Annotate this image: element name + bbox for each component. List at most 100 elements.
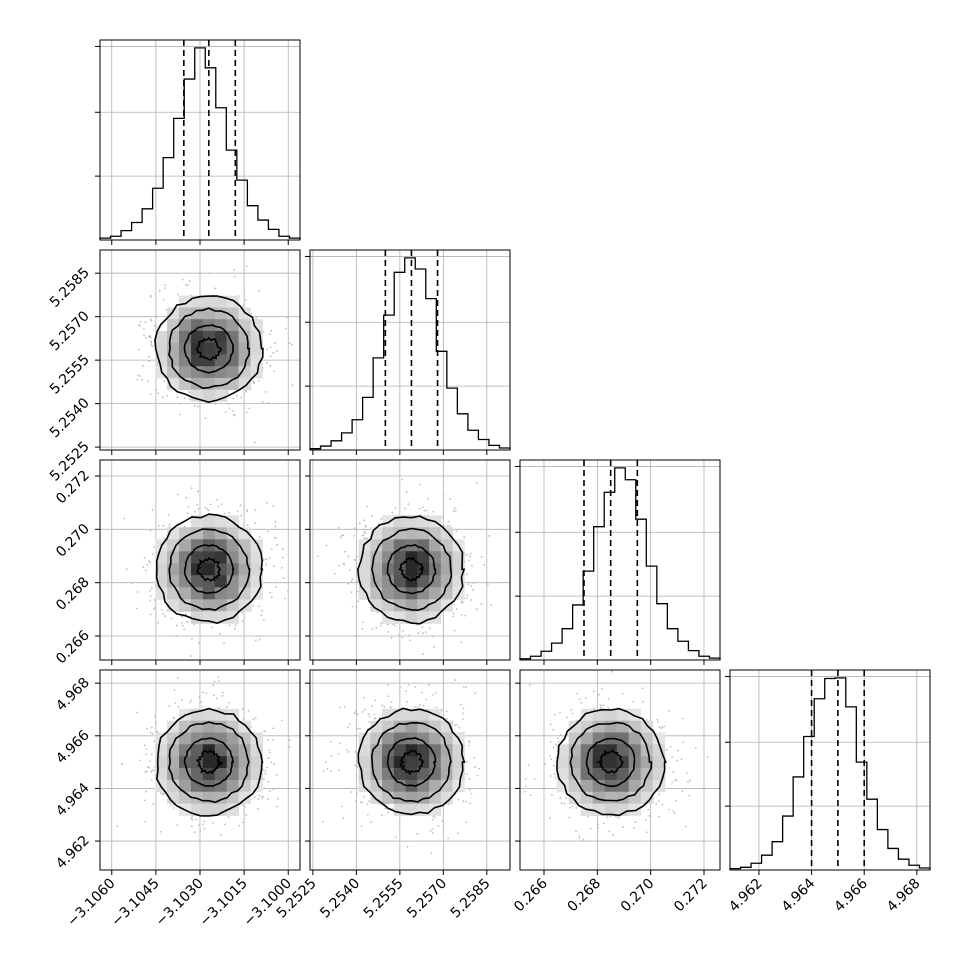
sample-point [406,700,408,703]
sample-point [243,303,246,306]
sample-point [408,634,410,637]
density-cell [370,599,383,612]
sample-point [245,814,248,816]
sample-point [183,525,186,528]
sample-point [211,626,213,629]
sample-point [421,506,424,509]
sample-point [190,699,193,702]
sample-point [381,704,384,707]
sample-point [199,702,201,705]
sample-point [431,635,434,638]
sample-point [291,384,294,387]
contour-line-2 [371,527,453,612]
density-cell [417,539,430,552]
density-cell [179,779,192,793]
density-layer [123,487,316,657]
sample-point [421,626,424,629]
density-cell [179,587,192,600]
sample-point [314,565,316,567]
sample-point [142,566,145,568]
sample-point [366,813,369,816]
sample-point [185,496,188,499]
y-tick-label: 5.2585 [47,265,93,311]
density-cell [238,377,251,391]
sample-point [462,718,465,720]
sample-point [123,517,126,520]
sample-point [198,824,201,826]
sample-point [141,378,144,381]
sample-point [130,582,133,584]
sample-point [233,414,236,417]
density-cell [191,575,204,588]
density-cell [393,599,406,612]
sample-point [148,360,151,363]
density-cell [405,768,418,781]
sample-point [350,791,353,793]
sample-point [162,524,165,527]
sample-point [170,617,173,620]
sample-point [272,505,275,507]
sample-point [353,534,355,537]
sample-point [228,701,231,704]
density-cell [167,330,180,344]
sample-point [276,805,278,808]
sample-point [194,510,197,513]
sample-point [472,588,474,591]
sample-point [419,483,422,486]
sample-point [159,830,162,833]
sample-point [236,394,239,397]
sample-point [217,505,220,508]
density-cell [358,756,371,769]
sample-point [455,530,458,533]
sample-point [232,397,235,400]
density-cell [214,295,228,308]
density-cell [393,779,406,793]
sample-point [241,305,244,308]
sample-point [398,634,401,636]
sample-point [465,821,468,824]
density-cell [191,756,204,769]
density-cell [202,354,216,367]
density-layer [136,265,294,444]
density-cell [155,330,168,344]
sample-point [359,801,362,804]
sample-point [176,677,179,679]
sample-point [246,524,249,527]
sample-point [272,739,274,741]
sample-point [285,316,288,319]
density-cell [155,342,168,355]
density-cell [370,779,383,793]
sample-point [469,552,472,555]
density-cell [417,515,430,528]
sample-point [361,534,364,537]
density-cell [226,779,240,793]
sample-point [261,795,264,798]
sample-point [272,727,275,730]
sample-point [440,709,443,711]
y-tick-label: 4.964 [53,780,93,820]
density-cell [191,587,204,600]
density-cell [167,732,180,745]
sample-point [354,751,357,753]
sample-point [224,823,226,826]
density-cell [250,342,263,355]
sample-point [195,818,198,821]
sample-point [193,623,196,626]
sample-point [325,544,328,547]
sample-point [236,510,239,513]
sample-point [365,528,368,531]
sample-point [163,380,166,383]
sample-point [181,615,184,618]
sample-point [269,346,272,349]
sample-point [473,582,475,584]
density-cell [382,515,395,528]
sample-point [255,639,257,642]
sample-point [267,757,270,760]
density-cell [226,720,240,733]
sample-point [200,700,203,703]
density-cell [214,377,228,391]
density-cell [214,354,228,367]
sample-point [280,566,283,569]
sample-point [464,614,467,617]
sample-point [212,684,215,687]
